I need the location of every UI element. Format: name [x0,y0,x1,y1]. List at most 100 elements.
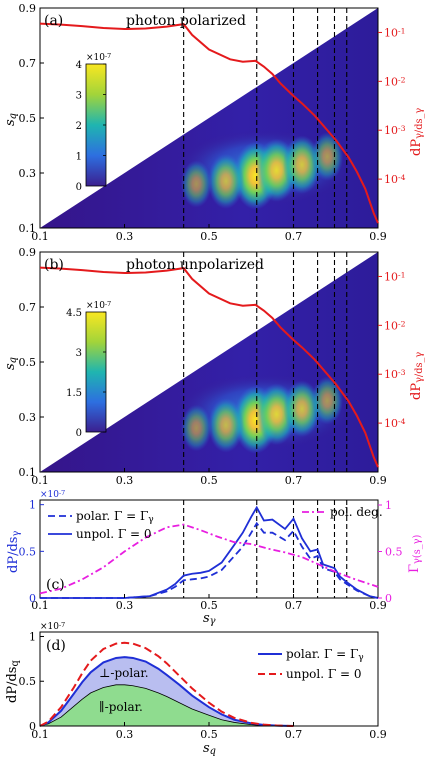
colorbar-exponent: ×10-7 [86,301,111,311]
legend-label: polar. Γ = Γγ [76,509,154,525]
y-tick-label: 0 [29,720,36,733]
x-tick-label: 0.1 [31,728,49,741]
unpol-line [39,641,294,727]
y-tick-label: 0.7 [19,301,37,314]
y-tick-label: 0.5 [19,675,37,688]
heatmap-hot-spot [282,135,321,194]
panel-title: photon unpolarized [126,257,264,273]
x-tick-label: 0.9 [369,599,387,612]
spectrum-line [39,22,379,224]
y-tick-label: 0.5 [19,356,37,369]
heatmap-spots [176,130,352,210]
heatmap-hot-spot [180,404,212,452]
y-tick-label: 0.1 [19,466,37,479]
y2-axis-label: Γγ(s_γ) [407,535,423,573]
y2-tick-label: 1 [385,499,392,512]
y2-tick-label: 10-1 [384,270,406,283]
x-tick-label: 0.9 [369,728,387,741]
x-tick-label: 0.5 [200,230,218,243]
y2-tick-label: 10-4 [384,417,406,430]
heatmap-hot-spot [207,153,244,209]
panel-label: (b) [44,257,64,273]
panel-label: (a) [44,13,63,29]
y-tick-label: 0.1 [19,222,37,235]
x-tick-label: 0.3 [116,230,134,243]
panel-label: (d) [46,638,66,654]
y-axis-label: dP/dsq [5,660,21,703]
colorbar [85,311,107,433]
heatmap-hot-spot [208,398,244,453]
colorbar-tick-label: 2 [76,121,82,132]
heatmap-spots [176,374,352,454]
panel-a: 0.1 0.3 0.5 0.7 0.90.10.30.50.70.910-110-210… [3,2,425,243]
x-tick-label: 0.3 [116,728,134,741]
series-line [40,521,379,599]
y-tick-label: 0.7 [19,57,37,70]
x-tick-label: 0.5 [200,728,218,741]
colorbar-tick-label: 3 [76,348,82,359]
colorbar-tick-label: 1 [76,152,82,163]
x-tick-label: 0.7 [285,230,303,243]
legend-label: unpol. Γ = 0 [286,667,361,681]
y2-tick-label: 10-1 [384,26,406,39]
y-tick-label: 0.5 [19,545,37,558]
x-tick-label: 0.1 [31,599,49,612]
par-line [39,684,294,727]
polar-line [39,656,294,727]
y2-tick-label: 10-2 [384,75,406,88]
heatmap-hot-spot [311,376,344,425]
axis-exponent: ×10-7 [40,622,65,632]
series-line [39,523,379,595]
x-tick-label: 0.7 [285,599,303,612]
y-tick-label: 0.3 [19,167,37,180]
colorbar-tick-label: 0 [76,182,82,193]
x-tick-label: 0.9 [369,230,387,243]
y-axis-label: sq [3,357,19,370]
axis-exponent: ×10-7 [40,490,65,500]
y-axis-label: dP/dsγ [6,531,22,573]
y2-axis-label: dPγ/ds_γ [409,108,425,156]
heatmap-hot-spot [180,160,212,208]
colorbar-tick-label: 4 [76,60,82,71]
x-tick-label: 0.7 [285,728,303,741]
panel-c: 0.1 0.3 0.5 0.7 0.900.5100.51×10-7dP/dsγΓγ(s… [6,490,423,627]
y-axis-label: sq [3,113,19,126]
panel-d: 0.1 0.3 0.5 0.7 0.9 0 0.5 1 ×10-7 dP/dsq sq (d) ⊥-po… [5,622,387,757]
y-tick-label: 0.9 [19,246,37,259]
panel-b: 0.1 0.3 0.5 0.7 0.9 0.1 0.3 0.5 0.7 0.9 10-1 10-2 10… [3,246,425,487]
x-tick-label: 0.5 [200,474,218,487]
y2-tick-label: 10-2 [384,319,406,332]
y2-axis-label: dPγ/ds_γ [409,352,425,400]
x-tick-label: 0.1 [31,230,49,243]
colorbar-tick-label: 0 [76,428,82,439]
x-axis-label: sγ [203,611,216,627]
legend-label: unpol. Γ = 0 [76,527,151,541]
y-tick-label: 1 [29,499,36,512]
x-tick-label: 0.7 [285,474,303,487]
annotation-perp: ⊥-polar. [99,666,148,680]
x-tick-label: 0.5 [200,599,218,612]
legend-label: pol. deg. [330,505,383,519]
y2-tick-label: 10-3 [384,124,406,137]
colorbar-tick-label: 4.5 [66,308,82,319]
colorbar-tick-label: 3 [76,91,82,102]
par-area [40,684,294,726]
annotation-par: ∥-polar. [99,700,143,714]
colorbar-exponent: ×10-7 [86,53,111,63]
y-tick-label: 1 [29,630,36,643]
heatmap-hot-spot [283,380,321,438]
y-tick-label: 0.9 [19,2,37,15]
y-tick-label: 0 [29,592,36,605]
series-line [40,505,379,599]
y-tick-label: 0.3 [19,411,37,424]
colorbar-tick-label: 1.5 [66,388,82,399]
x-axis-label: sq [203,741,216,757]
y2-tick-label: 10-3 [384,368,406,381]
x-tick-label: 0.1 [31,474,49,487]
y2-tick-label: 10-4 [384,173,406,186]
spectrum-line [39,266,379,468]
y2-tick-label: 0 [385,592,392,605]
panel-label: (c) [46,577,65,593]
x-tick-label: 0.9 [369,474,387,487]
